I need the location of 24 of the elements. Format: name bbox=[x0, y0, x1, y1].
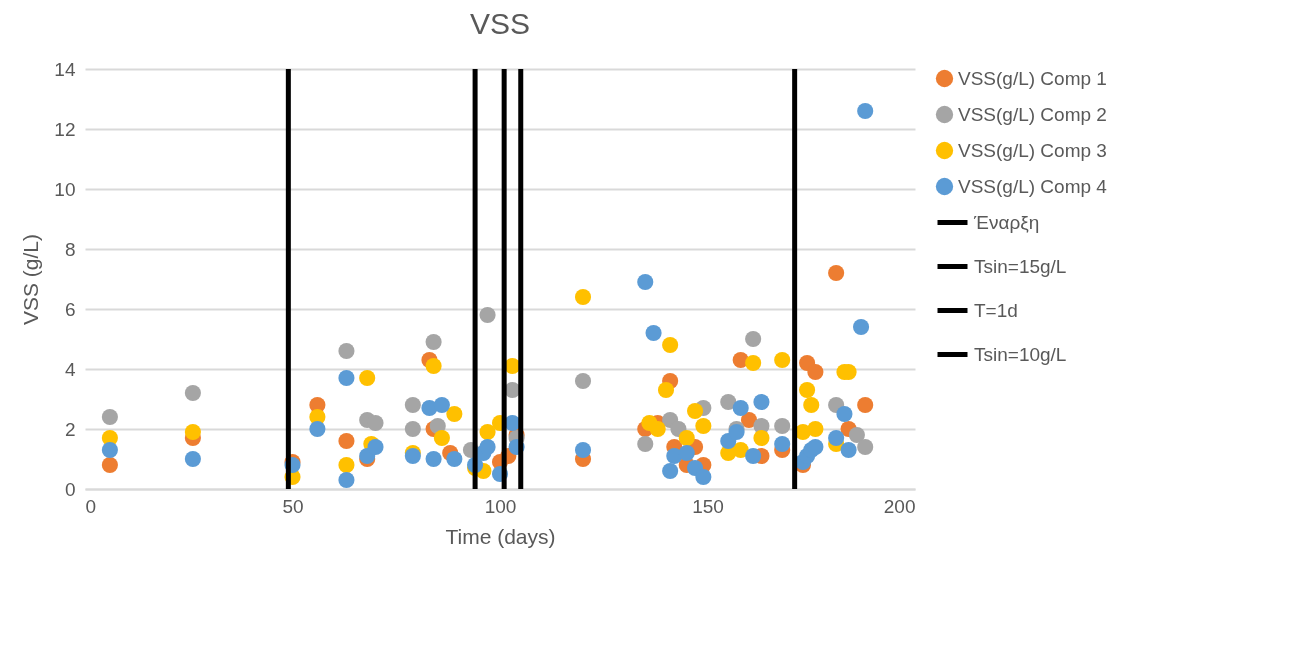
legend-label: Έναρξη bbox=[973, 211, 1040, 233]
legend-label: VSS(g/L) Comp 1 bbox=[958, 67, 1107, 89]
legend-label: Tsin=15g/L bbox=[974, 255, 1067, 277]
legend-label: T=1d bbox=[974, 299, 1018, 321]
y-tick-label: 6 bbox=[64, 298, 76, 320]
y-tick-label: 10 bbox=[54, 178, 76, 200]
y-axis-title: VSS (g/L) bbox=[19, 233, 43, 326]
x-tick-label: 100 bbox=[484, 495, 517, 517]
x-tick-label: 150 bbox=[692, 495, 724, 517]
y-tick-label: 0 bbox=[64, 478, 76, 500]
y-tick-label: 8 bbox=[64, 238, 76, 260]
x-tick-label: 200 bbox=[883, 495, 916, 517]
legend-label: VSS(g/L) Comp 4 bbox=[958, 175, 1108, 197]
y-tick-label: 2 bbox=[64, 418, 76, 440]
y-tick-label: 4 bbox=[64, 358, 76, 380]
y-tick-label: 12 bbox=[54, 118, 76, 140]
x-axis-title: Time (days) bbox=[445, 524, 556, 548]
y-tick-label: 14 bbox=[54, 58, 76, 80]
legend-label: VSS(g/L) Comp 2 bbox=[958, 103, 1107, 125]
x-tick-label: 0 bbox=[85, 495, 97, 517]
chart-title: VSS bbox=[469, 7, 531, 40]
legend-label: Tsin=10g/L bbox=[974, 343, 1067, 365]
x-tick-label: 50 bbox=[282, 495, 304, 517]
legend-label: VSS(g/L) Comp 3 bbox=[958, 139, 1107, 161]
